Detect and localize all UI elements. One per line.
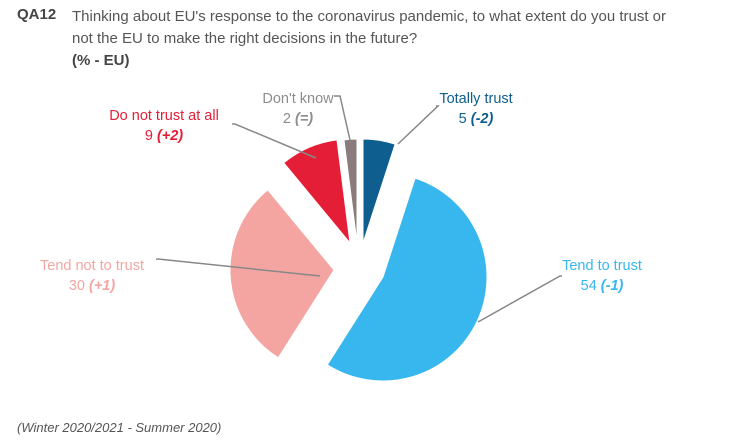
slice-label: Tend not to trust [40, 258, 144, 274]
pie-slice-do-not-trust-at-all [283, 139, 351, 245]
pie-slice-tend-to-trust [326, 177, 488, 382]
pie-slice-tend-not-to-trust [229, 189, 335, 359]
leader-line [156, 258, 321, 277]
slice-label: Don't know [262, 91, 334, 107]
slice-value-label: 54 (-1) [581, 278, 624, 294]
slice-label: Do not trust at all [109, 108, 219, 124]
slice-value-label: 9 (+2) [145, 128, 183, 144]
footnote: (Winter 2020/2021 - Summer 2020) [17, 420, 222, 435]
pie-slice-totally-trust [362, 138, 396, 244]
leader-line [397, 105, 440, 145]
slice-label: Totally trust [439, 91, 512, 107]
question-code: QA12 [17, 6, 57, 23]
chart-subtitle: (% - EU) [72, 52, 130, 69]
slice-value-label: 5 (-2) [459, 111, 494, 127]
slice-value-label: 30 (+1) [69, 278, 116, 294]
leader-line [232, 123, 317, 159]
leader-line [477, 275, 562, 323]
slice-label: Tend to trust [562, 258, 642, 274]
chart-title: Thinking about EU's response to the coro… [72, 8, 667, 47]
leader-line [334, 95, 351, 141]
slice-value-label: 2 (=) [283, 111, 313, 127]
